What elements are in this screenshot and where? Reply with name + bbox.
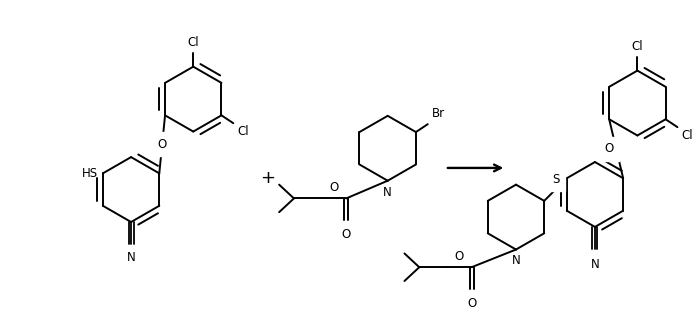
Text: O: O <box>467 297 476 310</box>
Text: N: N <box>383 186 392 199</box>
Text: Cl: Cl <box>632 40 643 53</box>
Text: Cl: Cl <box>237 125 249 138</box>
Text: S: S <box>552 173 559 186</box>
Text: Br: Br <box>431 107 445 120</box>
Text: O: O <box>158 138 167 151</box>
Text: N: N <box>512 255 521 267</box>
Text: +: + <box>260 169 275 187</box>
Text: HS: HS <box>82 167 98 180</box>
Text: O: O <box>604 142 614 155</box>
Text: Cl: Cl <box>188 36 199 49</box>
Text: N: N <box>127 252 135 264</box>
Text: O: O <box>341 228 351 241</box>
Text: N: N <box>591 258 600 271</box>
Text: O: O <box>454 250 464 263</box>
Text: Cl: Cl <box>681 129 693 142</box>
Text: O: O <box>329 181 339 195</box>
